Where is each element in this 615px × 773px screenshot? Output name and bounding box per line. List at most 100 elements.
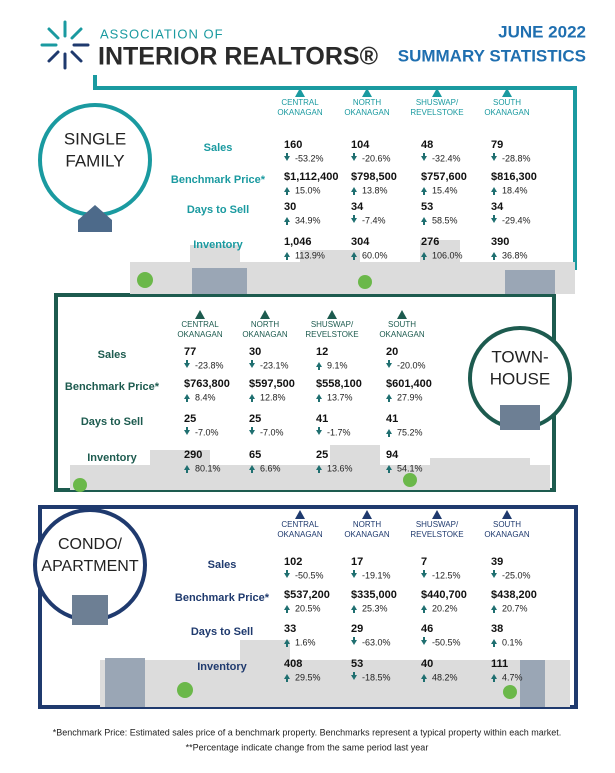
cell-change: 4.7% (502, 672, 523, 682)
cell-change: 20.2% (432, 603, 458, 613)
region-name: CENTRAL (281, 520, 319, 529)
arrow-up (316, 394, 322, 402)
cell-change: 54.1% (397, 463, 423, 473)
title-line1: JUNE 2022 (498, 22, 586, 41)
arrow-up (351, 605, 357, 613)
cell-change: 25.3% (362, 603, 388, 613)
arrow-up (491, 674, 497, 682)
arrow-down (491, 215, 497, 223)
arrow-up (249, 394, 255, 402)
cell-value: 94 (386, 449, 399, 461)
tree-decor (73, 272, 517, 699)
row-name: Inventory (193, 239, 243, 251)
arrow-down (351, 672, 357, 680)
cell-value: 12 (316, 346, 328, 358)
region-name: OKANAGAN (277, 530, 323, 539)
arrow-down (351, 153, 357, 161)
cell-value: 77 (184, 346, 196, 358)
cell-change: -20.6% (362, 153, 391, 163)
region-icon (195, 310, 205, 319)
region-name: SHUSWAP/ (416, 520, 459, 529)
row-name: Days to Sell (187, 204, 249, 216)
arrow-down (421, 153, 427, 161)
arrow-up (184, 394, 190, 402)
region-icon (295, 88, 305, 97)
cell-value: $597,500 (249, 378, 295, 390)
cell-change: 75.2% (397, 427, 423, 437)
cell-value: $763,800 (184, 378, 230, 390)
arrow-up (184, 465, 190, 473)
arrow-down (284, 570, 290, 578)
cell-value: $558,100 (316, 378, 362, 390)
cell-change: -28.8% (502, 153, 531, 163)
region-name: OKANAGAN (344, 108, 390, 117)
region-icon (362, 510, 372, 519)
arrow-up (491, 252, 497, 260)
cell-value: 34 (491, 201, 504, 213)
row-name: Sales (208, 559, 237, 571)
arrow-down (491, 153, 497, 161)
cell-change: 8.4% (195, 392, 216, 402)
arrow-up (386, 429, 392, 437)
region-icon (502, 88, 512, 97)
cell-change: 13.6% (327, 463, 353, 473)
cell-value: $601,400 (386, 378, 432, 390)
arrow-up (491, 605, 497, 613)
cell-value: 53 (351, 658, 363, 670)
single-family-frame (93, 75, 577, 270)
region-name: NORTH (353, 98, 382, 107)
cell-change: 6.6% (260, 463, 281, 473)
cell-change: 0.1% (502, 637, 523, 647)
region-name: OKANAGAN (484, 108, 530, 117)
cell-change: -50.5% (432, 637, 461, 647)
arrow-down (491, 570, 497, 578)
cell-value: 304 (351, 236, 370, 248)
arrow-down (249, 427, 255, 435)
condo-icon (72, 595, 108, 625)
arrow-down (351, 637, 357, 645)
cell-value: 79 (491, 139, 503, 151)
cell-value: $798,500 (351, 171, 397, 183)
cell-change: 12.8% (260, 392, 286, 402)
arrow-down (421, 570, 427, 578)
cell-value: 160 (284, 139, 302, 151)
cell-value: $335,000 (351, 589, 397, 601)
cell-value: 25 (316, 449, 328, 461)
logo-mark (40, 20, 90, 70)
region-icon (432, 510, 442, 519)
row-name: Days to Sell (191, 626, 253, 638)
cell-value: 39 (491, 556, 503, 568)
arrow-up (491, 639, 497, 647)
row-name: Benchmark Price* (175, 592, 270, 604)
cell-value: 276 (421, 236, 439, 248)
cell-change: 113.9% (295, 250, 325, 260)
house-decor (505, 270, 555, 294)
cell-value: 25 (249, 413, 261, 425)
cell-value: 290 (184, 449, 202, 461)
cell-change: 80.1% (195, 463, 221, 473)
cell-change: 20.5% (295, 603, 321, 613)
arrow-up (284, 187, 290, 195)
region-icon (362, 88, 372, 97)
cell-value: 65 (249, 449, 261, 461)
cell-value: 20 (386, 346, 398, 358)
cell-value: 1,046 (284, 236, 312, 248)
cell-value: $438,200 (491, 589, 537, 601)
region-name: REVELSTOKE (305, 330, 358, 339)
arrow-down (421, 637, 427, 645)
cell-value: 34 (351, 201, 364, 213)
footnote: **Percentage indicate change from the sa… (186, 742, 429, 752)
cell-change: 48.2% (432, 672, 458, 682)
cell-change: 18.4% (502, 185, 528, 195)
region-name: OKANAGAN (177, 330, 223, 339)
org-line1: ASSOCIATION OF (100, 26, 224, 41)
footnote: *Benchmark Price: Estimated sales price … (53, 727, 562, 737)
arrow-down (316, 427, 322, 435)
region-name: OKANAGAN (379, 330, 425, 339)
section-label: APARTMENT (41, 558, 138, 575)
cell-change: -7.4% (362, 215, 386, 225)
cell-value: 104 (351, 139, 370, 151)
arrow-up (351, 252, 357, 260)
region-icon (327, 310, 337, 319)
